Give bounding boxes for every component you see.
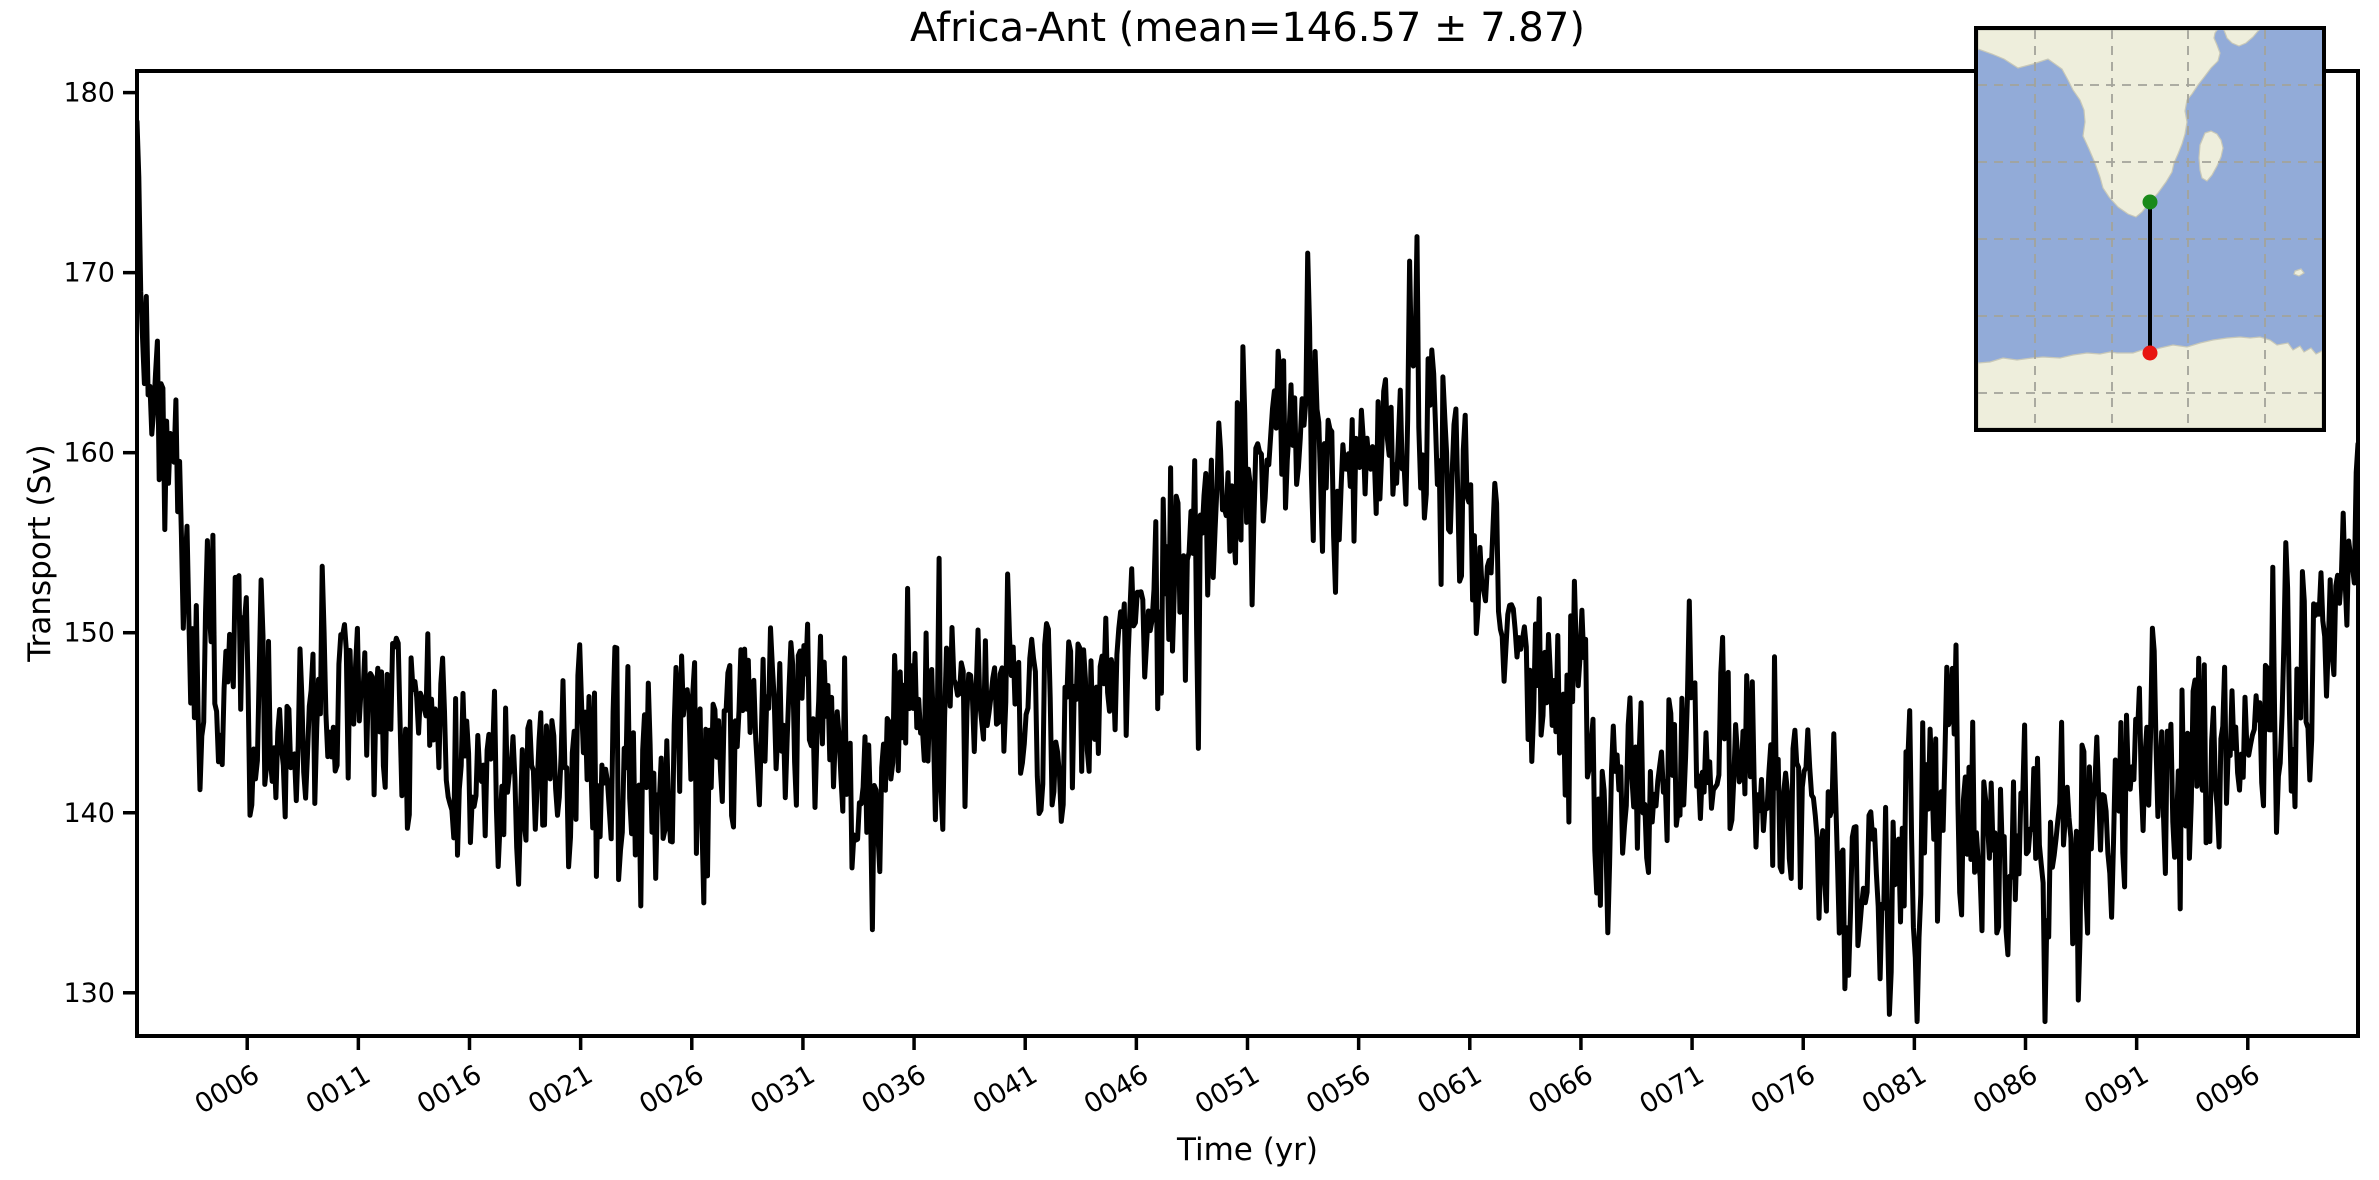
x-tick-label: 0096 — [2190, 1059, 2265, 1120]
x-tick-label: 0091 — [2079, 1059, 2154, 1120]
plot-spines — [135, 69, 2360, 1038]
x-tick-label: 0021 — [523, 1059, 598, 1120]
x-tick-label: 0031 — [745, 1059, 820, 1120]
x-tick-label: 0086 — [1968, 1059, 2043, 1120]
x-tick-label: 0011 — [301, 1059, 376, 1120]
x-tick-label: 0061 — [1412, 1059, 1487, 1120]
y-tick-label: 160 — [63, 438, 115, 469]
africa-endpoint-dot — [2142, 194, 2158, 210]
y-tick-label: 150 — [63, 618, 115, 649]
x-tick-label: 0046 — [1079, 1059, 1154, 1120]
y-tick-label: 140 — [63, 798, 115, 829]
x-tick-label: 0006 — [190, 1059, 265, 1120]
madagascar-island — [2198, 130, 2224, 182]
transport-series-line — [137, 118, 2358, 1025]
somalia-coast — [2223, 30, 2260, 47]
x-tick-label: 0051 — [1190, 1059, 1265, 1120]
africa-landmass — [1978, 30, 2221, 218]
x-tick-label: 0026 — [634, 1059, 709, 1120]
x-tick-label: 0041 — [968, 1059, 1043, 1120]
y-tick-label: 130 — [63, 978, 115, 1009]
antarctica-endpoint-dot — [2142, 345, 2158, 361]
x-tick-label: 0036 — [857, 1059, 932, 1120]
inset-map — [1974, 26, 2326, 432]
x-axis-label: Time (yr) — [1177, 1132, 1318, 1168]
x-tick-label: 0076 — [1746, 1059, 1821, 1120]
antarctica-landmass — [1978, 336, 2322, 428]
y-tick-label: 170 — [63, 258, 115, 289]
x-tick-label: 0071 — [1635, 1059, 1710, 1120]
x-tick-label: 0016 — [412, 1059, 487, 1120]
x-tick-label: 0056 — [1301, 1059, 1376, 1120]
chart-title: Africa-Ant (mean=146.57 ± 7.87) — [910, 5, 1585, 51]
small-island — [2293, 268, 2305, 277]
y-tick-label: 180 — [63, 78, 115, 109]
inset-map-svg — [1978, 30, 2322, 428]
x-tick-label: 0066 — [1523, 1059, 1598, 1120]
x-tick-label: 0081 — [1857, 1059, 1932, 1120]
